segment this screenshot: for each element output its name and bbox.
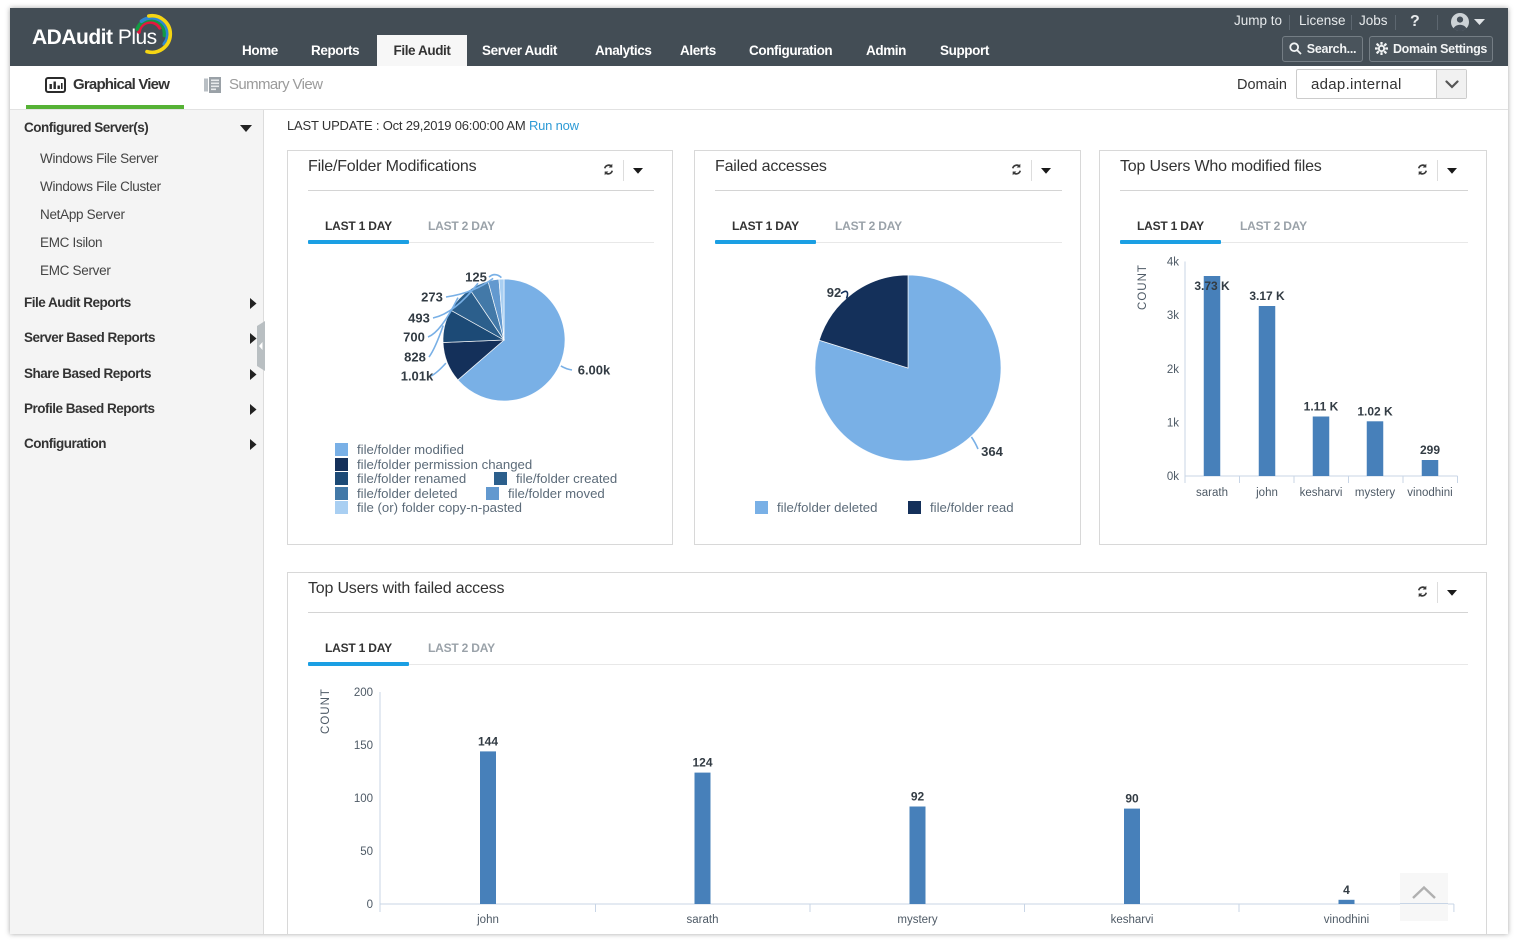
svg-text:700: 700 xyxy=(403,330,425,345)
svg-text:0k: 0k xyxy=(1167,471,1179,483)
svg-text:92: 92 xyxy=(827,285,841,300)
svg-text:3.17 K: 3.17 K xyxy=(1249,289,1285,303)
svg-text:150: 150 xyxy=(354,740,373,752)
svg-text:kesharvi: kesharvi xyxy=(1111,914,1154,926)
svg-text:0: 0 xyxy=(367,899,373,911)
svg-text:493: 493 xyxy=(408,311,430,326)
svg-text:299: 299 xyxy=(1420,443,1440,457)
svg-text:200: 200 xyxy=(354,687,373,699)
svg-text:50: 50 xyxy=(360,846,373,858)
svg-text:4k: 4k xyxy=(1167,257,1179,269)
svg-text:vinodhini: vinodhini xyxy=(1407,487,1452,499)
svg-text:sarath: sarath xyxy=(1196,487,1228,499)
svg-text:6.00k: 6.00k xyxy=(578,363,611,378)
svg-text:90: 90 xyxy=(1125,792,1139,806)
svg-text:364: 364 xyxy=(981,444,1003,459)
svg-text:2k: 2k xyxy=(1167,364,1179,376)
svg-text:COUNT: COUNT xyxy=(1137,264,1149,310)
svg-text:vinodhini: vinodhini xyxy=(1324,914,1369,926)
svg-text:1k: 1k xyxy=(1167,417,1179,429)
svg-text:john: john xyxy=(476,914,499,926)
svg-text:100: 100 xyxy=(354,793,373,805)
svg-text:mystery: mystery xyxy=(897,914,938,926)
svg-text:273: 273 xyxy=(421,290,443,305)
svg-text:92: 92 xyxy=(911,790,925,804)
svg-text:COUNT: COUNT xyxy=(320,688,332,734)
svg-text:1.01k: 1.01k xyxy=(401,369,434,384)
svg-text:144: 144 xyxy=(478,734,498,748)
svg-text:kesharvi: kesharvi xyxy=(1300,487,1343,499)
svg-text:john: john xyxy=(1255,487,1278,499)
svg-text:sarath: sarath xyxy=(687,914,719,926)
svg-text:1.11 K: 1.11 K xyxy=(1304,400,1339,414)
svg-text:3k: 3k xyxy=(1167,310,1179,322)
svg-text:4: 4 xyxy=(1343,883,1350,897)
svg-text:124: 124 xyxy=(692,756,712,770)
svg-text:828: 828 xyxy=(404,350,426,365)
svg-text:3.73 K: 3.73 K xyxy=(1194,279,1230,293)
svg-text:mystery: mystery xyxy=(1355,487,1396,499)
svg-text:1.02 K: 1.02 K xyxy=(1357,404,1393,418)
svg-text:125: 125 xyxy=(465,270,487,285)
